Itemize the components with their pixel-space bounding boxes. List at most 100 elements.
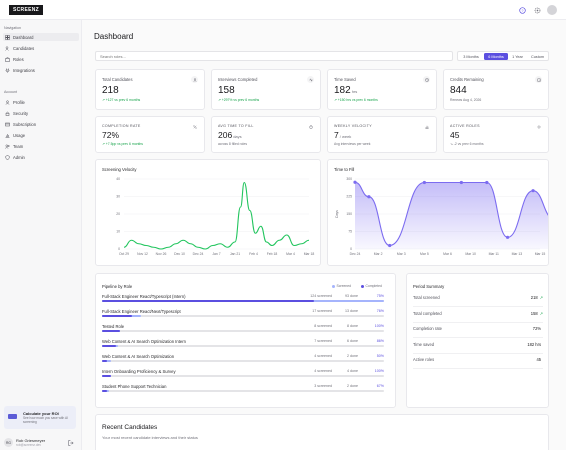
stat-value: 158 <box>218 85 235 96</box>
stat-subtext: Renews Aug 4, 2026 <box>450 98 482 102</box>
done-count: 13 done <box>345 309 358 313</box>
pipeline-row[interactable]: Tested Role 8 screened 8 done 100% <box>102 324 384 339</box>
role-name: Student Phone Support Technician <box>102 384 167 389</box>
sidebar-item-security[interactable]: Security <box>3 109 79 117</box>
briefcase-icon <box>5 57 10 62</box>
data-point[interactable] <box>531 189 535 193</box>
user-avatar[interactable] <box>547 5 557 15</box>
sidebar-item-team[interactable]: Team <box>3 142 79 150</box>
app-logo[interactable]: SCREENZ <box>9 5 43 15</box>
logout-icon[interactable] <box>68 440 74 446</box>
time-to-fill-card: Time to Fill 0 75 150 225 300 Days Dec 24 Mar 2… <box>327 159 549 266</box>
x-tick-label: Dec 10 <box>174 252 185 256</box>
pipeline-row[interactable]: Full-Stack Engineer React/Next/Typescrip… <box>102 309 384 324</box>
pipeline-row[interactable]: Student Phone Support Technician 3 screen… <box>102 384 384 399</box>
summary-row: Completion rate 72% <box>413 323 543 338</box>
data-point[interactable] <box>367 195 371 199</box>
range-custom[interactable]: Custom <box>530 54 545 59</box>
sidebar-item-roles[interactable]: Roles <box>3 55 79 63</box>
stat-card-interviews-completed[interactable]: Interviews Completed 158 ↗ +297% vs prev… <box>211 69 321 110</box>
card-icon <box>5 122 10 126</box>
pipeline-row[interactable]: Web Content & AI Search Optimization 4 sc… <box>102 354 384 369</box>
stat-card-total-candidates[interactable]: Total Candidates 218 ↗ +127 vs prev 6 mo… <box>95 69 205 110</box>
done-count: 93 done <box>345 294 358 298</box>
sidebar-item-label: Profile <box>13 99 25 105</box>
sidebar-item-profile[interactable]: Profile <box>3 98 79 106</box>
screened-count: 8 screened <box>314 324 332 328</box>
search-input[interactable] <box>95 51 453 61</box>
sidebar-item-subscription[interactable]: Subscription <box>3 120 79 128</box>
stat-trend: ↗ +150 hrs vs prev 6 months <box>334 98 378 102</box>
x-tick-label: Jan 7 <box>212 252 220 256</box>
time-to-fill-chart[interactable]: 0 75 150 225 300 Days Dec 24 Mar 2 Mar 3 Mar 5 Mar… <box>328 166 548 266</box>
stat-value: 182hrs <box>334 85 358 96</box>
pipeline-row[interactable]: Web Content & AI Search Optimization Int… <box>102 339 384 354</box>
stat-card-weekly-velocity[interactable]: WEEKLY VELOCITY 7/ week Avg interviews p… <box>327 116 437 153</box>
pipeline-row[interactable]: Intern Onboarding Proficiency & Survey 4 … <box>102 369 384 384</box>
completion-pct: 76% <box>376 309 384 313</box>
summary-value: 182 hrs <box>527 341 541 347</box>
period-summary-card: Period Summary Total screened 218 ↗ Total c… <box>406 273 549 408</box>
timer-icon <box>307 123 314 130</box>
screening-velocity-chart[interactable]: 0 10 20 30 40 Oct 29 Nov 12 Nov 26 Dec 10 Dec 24 J… <box>96 166 320 266</box>
roi-promo-card[interactable]: Calculate your ROI See how much you save… <box>4 406 76 429</box>
completed-bar <box>102 300 314 302</box>
sidebar-item-dashboard[interactable]: Dashboard <box>3 33 79 41</box>
screened-count: 7 screened <box>314 339 332 343</box>
summary-value: 45 <box>536 357 541 362</box>
sidebar-item-usage[interactable]: Usage <box>3 131 79 139</box>
x-tick-label: Jan 21 <box>230 252 240 256</box>
screened-count: 17 screened <box>312 309 332 313</box>
data-point[interactable] <box>388 243 392 248</box>
progress-track <box>102 330 384 332</box>
settings-icon[interactable] <box>533 6 541 14</box>
stat-card-avg-time-to-fill[interactable]: AVG TIME TO FILL 206days across 8 filled… <box>211 116 321 153</box>
range-6-months[interactable]: 6 Months <box>484 53 508 60</box>
legend-screened: Screened <box>332 284 351 288</box>
range-1-year[interactable]: 1 Year <box>512 54 523 59</box>
x-tick-label: Mar 4 <box>286 252 295 256</box>
stat-card-time-saved[interactable]: Time Saved 182hrs ↗ +150 hrs vs prev 6 m… <box>327 69 437 110</box>
progress-track <box>102 345 384 347</box>
progress-track <box>102 315 384 317</box>
data-point[interactable] <box>353 180 357 184</box>
summary-row: Total screened 218 ↗ <box>413 292 543 307</box>
help-icon[interactable]: ? <box>518 6 526 14</box>
pipeline-row[interactable]: Full-Stack Engineer React/Typescript (In… <box>102 294 384 309</box>
y-tick-label: 10 <box>116 230 120 234</box>
sidebar-item-integrations[interactable]: Integrations <box>3 66 79 74</box>
stat-card-active-roles[interactable]: ACTIVE ROLES 45 ↘ -2 vs prev 6 months <box>443 116 549 153</box>
sidebar-item-label: Roles <box>13 56 24 62</box>
stat-value: 7/ week <box>334 130 352 140</box>
x-tick-label: Dec 24 <box>350 252 361 256</box>
data-point[interactable] <box>506 235 510 239</box>
x-tick-label: Mar 15 <box>535 252 546 256</box>
chart-title: Screening Velocity <box>102 167 137 172</box>
data-point[interactable] <box>485 180 489 185</box>
x-tick-label: Feb 4 <box>249 252 258 256</box>
y-tick-label: 150 <box>346 212 352 216</box>
sidebar-item-label: Candidates <box>13 45 35 51</box>
stat-label: AVG TIME TO FILL <box>218 124 254 128</box>
x-tick-label: Dec 24 <box>193 252 204 256</box>
recent-candidates-card: Recent Candidates Your most recent candi… <box>95 414 549 450</box>
data-point[interactable] <box>422 180 426 185</box>
progress-track <box>102 360 384 362</box>
avatar[interactable]: RG <box>4 438 13 447</box>
data-point[interactable] <box>459 180 463 185</box>
sidebar-item-admin[interactable]: Admin <box>3 153 79 161</box>
chart-title: Time to Fill <box>334 167 355 172</box>
stat-card-credits-remaining[interactable]: Credits Remaining 844 Renews Aug 4, 2026 <box>443 69 549 110</box>
stat-value: 844 <box>450 85 467 96</box>
completed-bar <box>102 375 112 377</box>
range-3-months[interactable]: 3 Months <box>463 54 479 59</box>
y-tick-label: 40 <box>116 177 120 181</box>
sidebar-item-label: Subscription <box>13 121 37 127</box>
section-subtitle: Your most recent candidate interviews an… <box>102 435 198 440</box>
stat-card-completion-rate[interactable]: COMPLETION RATE 72% ↗ +7.5pp vs prev 6 m… <box>95 116 205 153</box>
done-count: 6 done <box>347 339 358 343</box>
progress-track <box>102 300 384 302</box>
plug-icon <box>5 68 10 73</box>
sidebar-item-candidates[interactable]: Candidates <box>3 44 79 52</box>
completed-bar <box>102 390 107 392</box>
